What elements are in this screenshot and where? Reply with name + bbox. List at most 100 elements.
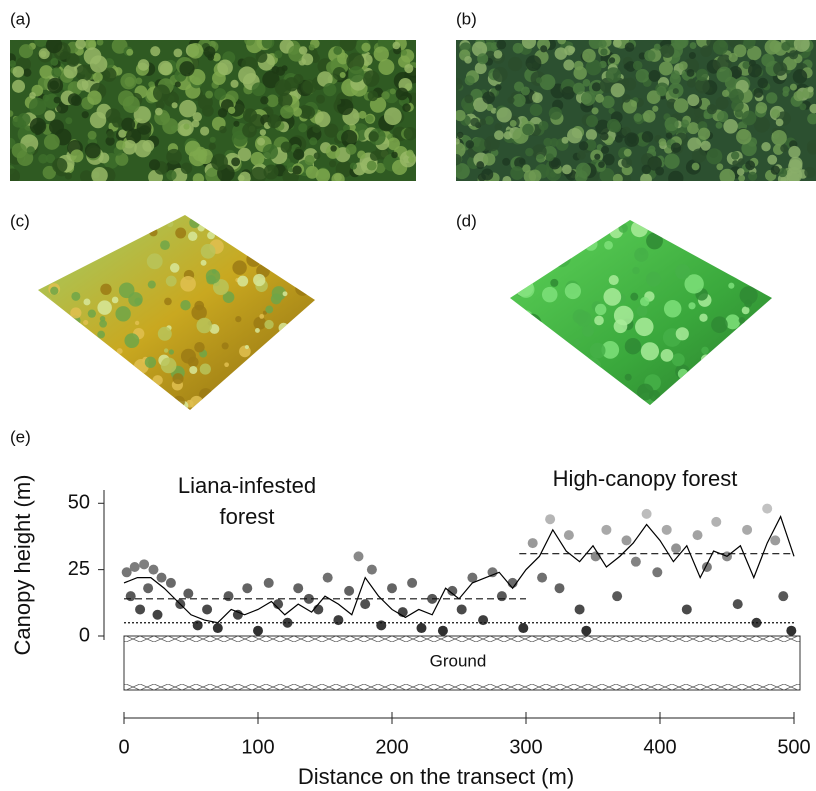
texture-blob <box>561 136 569 144</box>
texture-blob <box>253 273 266 287</box>
texture-blob <box>694 372 707 385</box>
texture-blob <box>624 132 640 147</box>
texture-blob <box>44 110 56 122</box>
texture-blob <box>684 274 704 294</box>
scatter-point <box>407 577 418 588</box>
texture-blob <box>96 387 109 401</box>
texture-blob <box>323 83 337 97</box>
texture-blob <box>612 173 623 181</box>
texture-blob <box>715 121 723 129</box>
scatter-point <box>478 615 489 626</box>
texture-blob <box>209 324 220 334</box>
texture-blob <box>81 111 89 119</box>
texture-blob <box>90 242 102 253</box>
texture-blob <box>153 396 162 404</box>
texture-blob <box>750 321 761 332</box>
scatter-point <box>537 572 548 583</box>
texture-blob <box>38 153 48 164</box>
texture-blob <box>331 172 345 181</box>
texture-blob <box>192 112 202 122</box>
texture-blob <box>116 348 123 355</box>
texture-blob <box>223 215 239 226</box>
texture-blob <box>91 167 108 181</box>
texture-blob <box>266 94 279 108</box>
texture-blob <box>496 107 512 123</box>
texture-blob <box>536 239 553 256</box>
texture-blob <box>639 296 650 307</box>
texture-blob <box>235 316 242 323</box>
texture-blob <box>474 62 487 75</box>
texture-blob <box>317 71 333 87</box>
texture-blob <box>96 40 104 46</box>
texture-blob <box>92 72 103 83</box>
texture-blob <box>29 92 36 99</box>
texture-blob <box>806 139 816 154</box>
texture-blob <box>115 152 129 166</box>
texture-blob <box>88 40 96 49</box>
texture-blob <box>222 291 235 303</box>
texture-blob <box>729 259 749 280</box>
scatter-point <box>263 577 274 588</box>
texture-blob <box>757 77 769 89</box>
texture-blob <box>189 365 198 375</box>
texture-blob <box>765 92 778 104</box>
texture-blob <box>10 168 20 181</box>
texture-blob <box>652 105 659 112</box>
texture-blob <box>591 82 602 92</box>
texture-blob <box>292 165 302 175</box>
texture-blob <box>56 392 65 402</box>
texture-blob <box>728 282 735 289</box>
texture-blob <box>324 123 339 138</box>
texture-blob <box>59 222 71 234</box>
texture-blob <box>53 96 61 104</box>
texture-blob <box>149 228 158 237</box>
texture-blob <box>50 286 59 295</box>
texture-blob <box>621 94 631 103</box>
texture-blob <box>482 153 496 166</box>
texture-blob <box>470 117 479 127</box>
photo-texture <box>10 40 416 181</box>
texture-blob <box>403 126 416 141</box>
texture-blob <box>337 98 354 116</box>
texture-blob <box>549 137 559 147</box>
texture-blob <box>655 166 665 176</box>
texture-blob <box>507 56 523 72</box>
texture-blob <box>550 159 559 168</box>
texture-blob <box>482 91 495 104</box>
texture-blob <box>518 310 534 326</box>
texture-blob <box>660 349 674 362</box>
annotation: forest <box>219 504 274 529</box>
scatter-point <box>232 609 243 620</box>
texture-blob <box>84 142 101 159</box>
scatter-point <box>202 604 213 615</box>
scatter-point <box>192 620 203 631</box>
texture-blob <box>687 122 700 135</box>
texture-blob <box>255 328 260 333</box>
texture-blob <box>641 131 654 143</box>
texture-blob <box>42 165 56 180</box>
texture-blob <box>406 149 414 157</box>
texture-blob <box>368 131 379 142</box>
scatter-point <box>273 599 284 610</box>
texture-blob <box>494 84 502 91</box>
texture-blob <box>42 296 52 307</box>
texture-blob <box>160 240 170 251</box>
texture-blob <box>493 49 503 59</box>
texture-blob <box>298 123 308 133</box>
texture-blob <box>348 66 365 83</box>
texture-blob <box>521 117 528 124</box>
texture-blob <box>716 110 729 123</box>
texture-blob <box>209 136 216 143</box>
texture-blob <box>670 142 682 153</box>
texture-blob <box>180 276 196 292</box>
texture-blob <box>115 140 126 150</box>
texture-blob <box>624 373 632 381</box>
texture-blob <box>105 108 121 124</box>
texture-blob <box>242 373 250 381</box>
texture-blob <box>669 73 681 85</box>
texture-blob <box>44 331 59 346</box>
texture-blob <box>646 232 663 250</box>
texture-blob <box>621 157 633 168</box>
scatter-point <box>456 604 467 615</box>
texture-blob <box>751 313 763 325</box>
